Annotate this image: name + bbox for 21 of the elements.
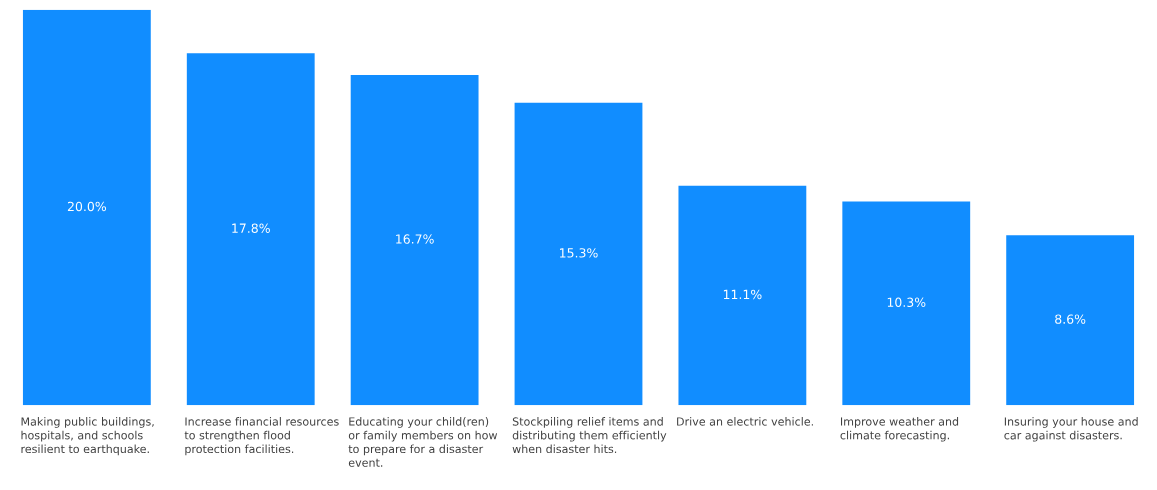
bar [22, 9, 151, 406]
bar [350, 75, 479, 406]
data-label: 16.7% [396, 234, 434, 244]
x-tick-label: Insuring your house and car against disasters. [1004, 417, 1138, 442]
bar [1006, 235, 1135, 406]
x-tick-label: Increase financial resources to strengthen flood protection facilities. [184, 417, 339, 456]
x-tick-label: Educating your child(ren) or family members on how to prepare for a disaster event. [348, 417, 498, 467]
data-label: 20.0% [67, 201, 107, 212]
x-tick-label: Improve weather and climate forecasting. [840, 417, 959, 442]
data-label: 10.3% [887, 297, 926, 308]
bar [514, 102, 643, 406]
bar [186, 53, 315, 406]
x-tick-label: Making public buildings, hospitals, and schools resilient to earthquake. [21, 417, 154, 456]
data-label: 11.1% [723, 289, 762, 300]
x-tick-label: Drive an electric vehicle. [677, 417, 813, 426]
data-label: 15.3% [560, 248, 598, 258]
data-label: 17.8% [232, 223, 270, 233]
bar [678, 185, 807, 406]
data-label: 8.6% [1055, 314, 1086, 324]
x-tick-label: Stockpiling relief items and distributing them efficiently when disaster hits. [512, 417, 667, 454]
bar [842, 201, 971, 406]
